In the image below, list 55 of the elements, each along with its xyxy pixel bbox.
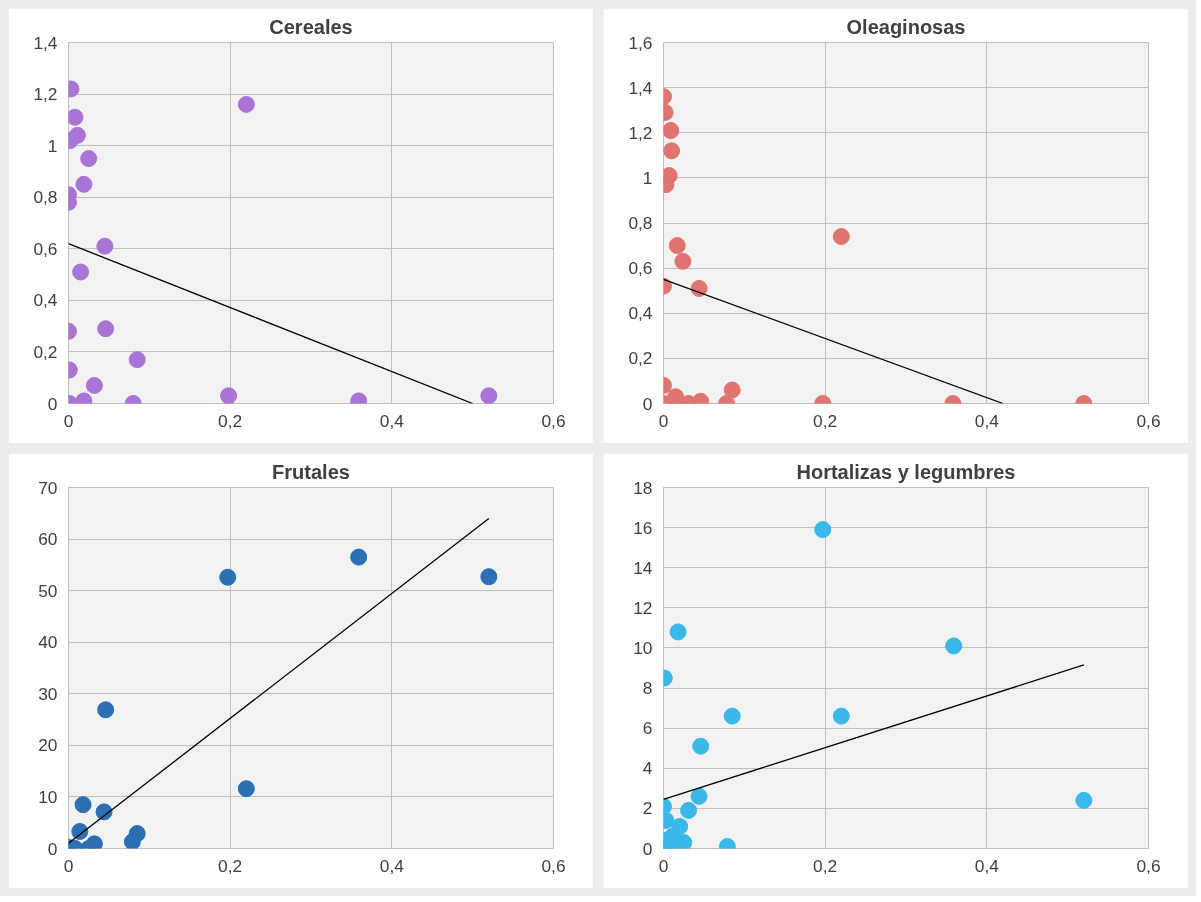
x-tick-label: 0,2 (218, 410, 243, 431)
chart-title: Oleaginosas (846, 15, 966, 38)
y-tick-label: 0 (47, 393, 58, 414)
y-tick-label: 0,2 (33, 341, 58, 362)
x-tick-label: 0,4 (974, 855, 1000, 876)
y-tick-label: 10 (38, 786, 58, 807)
x-tick-label: 0,4 (974, 410, 1000, 431)
y-tick-label: 0,4 (628, 303, 653, 324)
chart-title: Cereales (269, 15, 353, 38)
y-tick-label: 2 (642, 798, 653, 819)
y-tick-label: 1,2 (628, 122, 653, 143)
y-tick-label: 12 (633, 597, 653, 618)
y-tick-label: 16 (633, 517, 653, 538)
y-tick-label: 60 (38, 529, 58, 550)
y-tick-label: 0,6 (628, 258, 653, 279)
y-tick-label: 1 (47, 135, 58, 156)
y-tick-label: 1,4 (33, 32, 58, 53)
y-tick-label: 0 (642, 838, 653, 859)
x-tick-label: 0,4 (379, 410, 405, 431)
x-tick-label: 0,2 (218, 855, 243, 876)
y-tick-label: 1,4 (628, 77, 653, 98)
x-tick-label: 0 (658, 855, 669, 876)
x-tick-label: 0,6 (541, 855, 566, 876)
x-tick-label: 0 (658, 410, 669, 431)
y-tick-label: 0 (642, 393, 653, 414)
y-tick-label: 70 (38, 477, 58, 498)
y-tick-label: 20 (38, 735, 58, 756)
y-tick-label: 10 (633, 637, 653, 658)
chart-title: Frutales (272, 460, 350, 483)
y-tick-label: 0,4 (33, 290, 58, 311)
y-tick-label: 14 (633, 557, 653, 578)
x-tick-label: 0,4 (379, 855, 405, 876)
y-tick-label: 0,8 (628, 213, 653, 233)
y-tick-label: 0,2 (628, 348, 653, 369)
y-tick-label: 40 (38, 632, 58, 653)
x-tick-label: 0,2 (813, 855, 838, 876)
y-tick-label: 8 (642, 678, 653, 699)
y-tick-label: 6 (642, 718, 653, 739)
y-tick-label: 1,2 (33, 84, 58, 105)
y-tick-label: 0,8 (33, 187, 58, 208)
y-tick-label: 1 (642, 167, 653, 188)
x-tick-label: 0 (63, 410, 74, 431)
x-tick-label: 0,6 (1136, 410, 1161, 431)
x-tick-label: 0,2 (813, 410, 838, 431)
x-tick-label: 0,6 (541, 410, 566, 431)
x-tick-label: 0,6 (1136, 855, 1161, 876)
y-tick-label: 30 (38, 683, 58, 704)
y-tick-label: 18 (633, 477, 653, 498)
y-tick-label: 4 (642, 758, 653, 779)
chart-title: Hortalizas y legumbres (796, 460, 1016, 483)
y-tick-label: 1,6 (628, 32, 653, 53)
y-tick-label: 0,6 (33, 238, 58, 259)
x-tick-label: 0 (63, 855, 74, 876)
y-tick-label: 50 (38, 580, 58, 601)
y-tick-label: 0 (47, 838, 58, 859)
